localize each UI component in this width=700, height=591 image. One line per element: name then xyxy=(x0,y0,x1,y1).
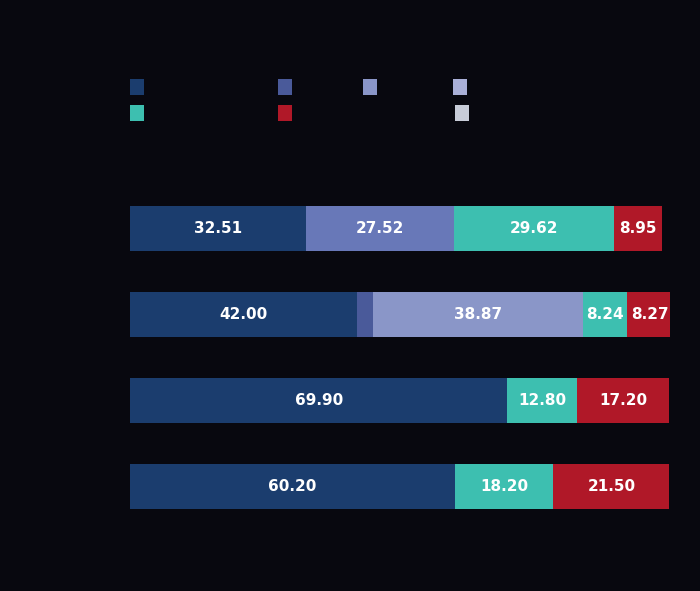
Bar xyxy=(454,206,614,251)
Text: 17.20: 17.20 xyxy=(599,393,647,408)
Text: 8.95: 8.95 xyxy=(620,220,657,236)
Bar xyxy=(130,292,357,337)
Text: 21.50: 21.50 xyxy=(587,479,636,495)
Bar xyxy=(627,292,672,337)
Bar xyxy=(577,378,669,423)
Bar xyxy=(583,292,627,337)
Bar xyxy=(373,292,583,337)
Text: 27.52: 27.52 xyxy=(356,220,404,236)
Bar xyxy=(130,465,455,509)
Text: 18.20: 18.20 xyxy=(480,479,528,495)
Bar xyxy=(614,206,662,251)
Bar xyxy=(508,378,577,423)
Text: 8.24: 8.24 xyxy=(587,307,624,322)
Text: 29.62: 29.62 xyxy=(510,220,559,236)
Text: 8.27: 8.27 xyxy=(631,307,668,322)
Bar xyxy=(306,206,454,251)
Text: 38.87: 38.87 xyxy=(454,307,502,322)
Text: 42.00: 42.00 xyxy=(219,307,267,322)
Bar xyxy=(357,292,373,337)
Text: 60.20: 60.20 xyxy=(268,479,316,495)
Text: 69.90: 69.90 xyxy=(295,393,343,408)
Text: 12.80: 12.80 xyxy=(518,393,566,408)
Text: 32.51: 32.51 xyxy=(194,220,241,236)
Bar xyxy=(455,465,554,509)
Bar xyxy=(554,465,669,509)
Bar xyxy=(130,206,306,251)
Bar xyxy=(130,378,507,423)
